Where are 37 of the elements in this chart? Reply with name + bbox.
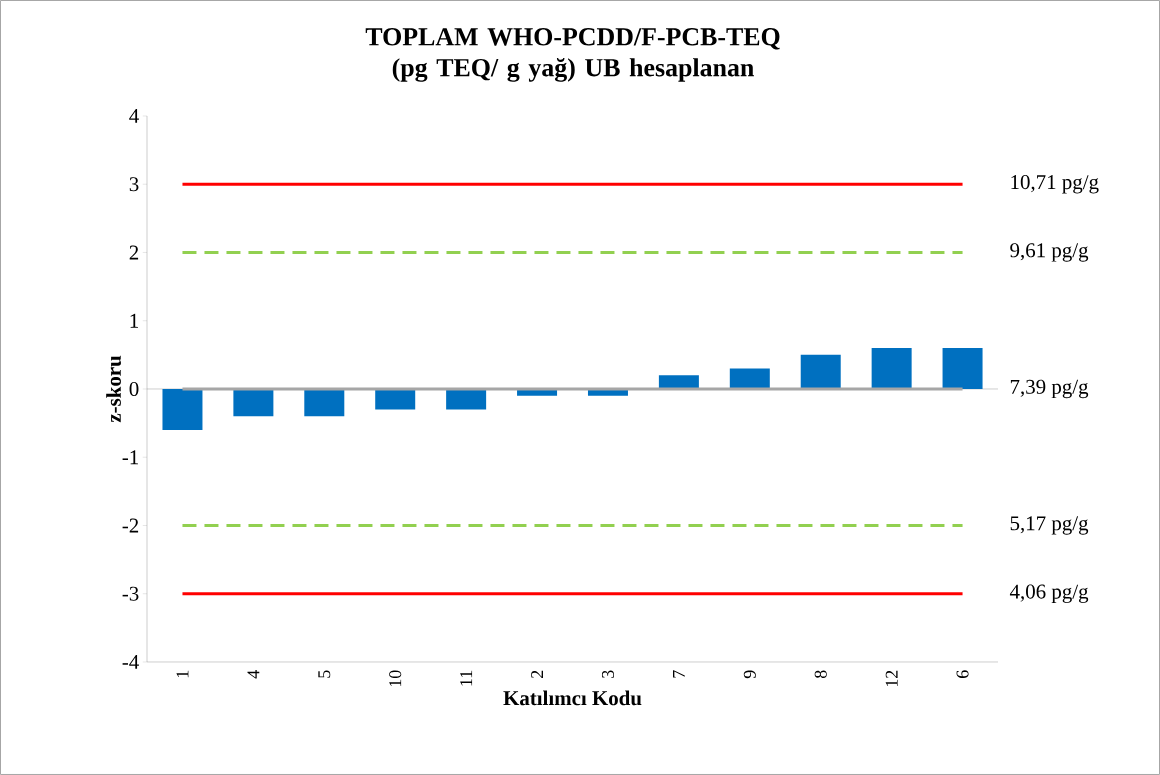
chart-title: TOPLAM WHO-PCDD/F-PCB-TEQ (pg TEQ/ g yağ) UB hesaplanan — [365, 28, 780, 82]
y-tick-label: -3 — [122, 586, 139, 601]
x-tick-label: 4 — [247, 670, 260, 679]
ref-line-label: 7,39 pg/g — [1010, 379, 1089, 399]
y-tick-label: 0 — [129, 381, 139, 397]
ref-line-label: 9,61 pg/g — [1010, 243, 1089, 262]
bar — [942, 348, 983, 389]
y-tick-label: 3 — [129, 177, 139, 192]
x-tick-label: 8 — [814, 670, 827, 679]
x-tick-label: 10 — [389, 670, 402, 687]
y-tick-label: -1 — [122, 450, 138, 465]
bar — [233, 388, 274, 417]
ref-line-label: 10,71 pg/g — [1011, 175, 1099, 194]
x-axis-title: Katılımcı Kodu — [503, 690, 642, 706]
x-tick-label: 6 — [956, 670, 969, 678]
bar — [304, 388, 345, 417]
x-tick-label: 9 — [743, 670, 756, 679]
x-tick-label: 7 — [673, 670, 685, 678]
y-tick-label: -4 — [122, 655, 139, 669]
x-tick-label: 1 — [176, 670, 189, 678]
bar — [446, 388, 487, 410]
y-tick-label: -2 — [122, 518, 139, 533]
x-tick-label: 3 — [601, 670, 614, 678]
y-tick-label: 2 — [129, 245, 139, 260]
ref-line-label: 5,17 pg/g — [1010, 516, 1089, 535]
bar — [162, 388, 203, 430]
y-tick-label: 1 — [130, 313, 138, 328]
y-tick-label: 4 — [129, 109, 139, 123]
x-tick-label: 2 — [531, 670, 543, 678]
x-tick-label: 11 — [460, 670, 473, 686]
bar — [800, 354, 841, 389]
y-axis-title: z-skoru — [106, 355, 121, 423]
x-tick-label: 12 — [885, 670, 898, 687]
x-tick-label: 5 — [318, 670, 331, 678]
bar — [375, 388, 416, 410]
ref-line-label: 4,06 pg/g — [1009, 584, 1089, 603]
bar — [871, 348, 912, 389]
